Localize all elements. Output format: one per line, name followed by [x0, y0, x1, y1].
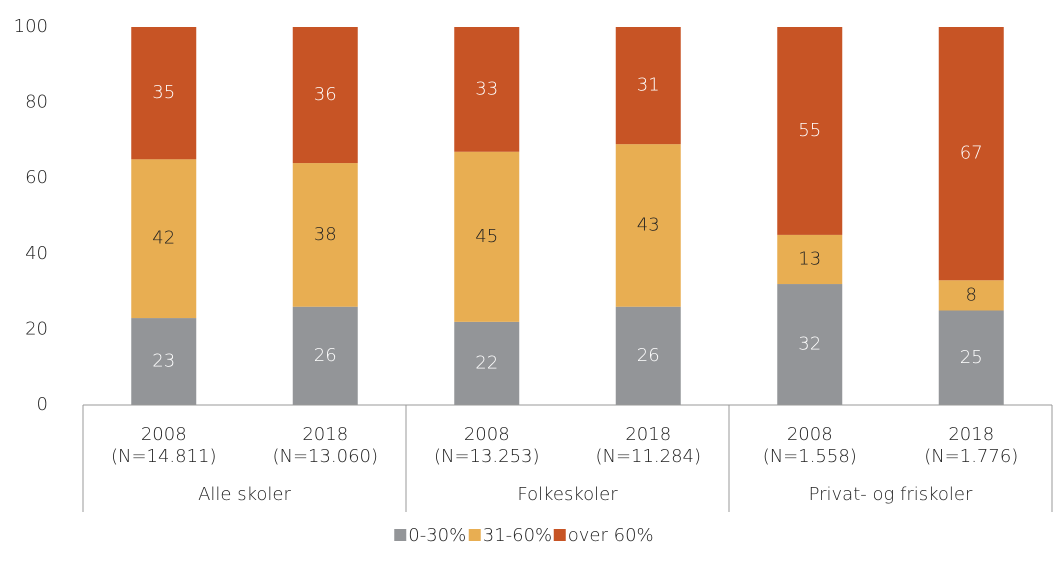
- x-tick-label: 2008: [464, 424, 510, 445]
- data-label: 23: [152, 351, 175, 372]
- x-tick-label: 2018: [625, 424, 671, 445]
- data-label: 55: [798, 120, 821, 141]
- bar-segment: [938, 27, 1004, 281]
- bar-segment: [615, 27, 681, 145]
- data-label: 36: [314, 84, 337, 105]
- x-tick-label: 2008: [787, 424, 833, 445]
- y-tick-label: 0: [37, 394, 48, 415]
- bar-segment: [777, 234, 843, 285]
- data-label: 67: [960, 143, 983, 164]
- data-label: 13: [798, 248, 821, 269]
- bar-segment: [131, 318, 197, 405]
- legend-swatch: [468, 529, 481, 541]
- data-label: 26: [314, 345, 337, 366]
- bar-segment: [454, 151, 520, 322]
- y-tick-label: 20: [25, 318, 48, 339]
- bar-segment: [131, 159, 197, 319]
- data-label: 8: [966, 284, 977, 305]
- data-label: 38: [314, 224, 337, 245]
- group-label: Privat- og friskoler: [809, 484, 973, 505]
- y-tick-label: 80: [25, 92, 48, 113]
- x-tick-label: 2018: [302, 424, 348, 445]
- legend-label: 31-60%: [483, 525, 552, 546]
- x-tick-label: (N=11.284): [595, 446, 701, 467]
- data-label: 42: [152, 228, 175, 249]
- x-tick-label: (N=1.776): [924, 446, 1018, 467]
- bar-segment: [615, 144, 681, 307]
- bar-segment: [454, 27, 520, 152]
- data-label: 32: [798, 334, 821, 355]
- data-label: 25: [960, 347, 983, 368]
- data-label: 35: [152, 82, 175, 103]
- bar-segment: [454, 321, 520, 405]
- bar-segment: [131, 27, 197, 160]
- x-tick-label: (N=1.558): [763, 446, 857, 467]
- bar-segment: [292, 163, 358, 307]
- data-label: 33: [475, 78, 498, 99]
- group-label: Alle skoler: [198, 484, 291, 505]
- bar-segment: [938, 310, 1004, 405]
- x-tick-label: (N=13.060): [272, 446, 378, 467]
- bar-segment: [292, 27, 358, 164]
- legend-label: over 60%: [568, 525, 654, 546]
- y-tick-label: 40: [25, 243, 48, 264]
- group-label: Folkeskoler: [517, 484, 618, 505]
- bar-segment: [777, 284, 843, 405]
- data-label: 43: [637, 214, 660, 235]
- x-tick-label: 2008: [141, 424, 187, 445]
- legend-swatch: [553, 529, 566, 541]
- x-tick-label: 2018: [948, 424, 994, 445]
- data-label: 26: [637, 345, 660, 366]
- data-label: 31: [637, 75, 660, 96]
- y-tick-label: 100: [14, 16, 48, 37]
- bar-segment: [938, 280, 1004, 311]
- legend-label: 0-30%: [408, 525, 466, 546]
- bar-segment: [615, 306, 681, 405]
- x-tick-label: (N=13.253): [434, 446, 540, 467]
- x-tick-label: (N=14.811): [111, 446, 217, 467]
- legend-swatch: [394, 529, 407, 541]
- data-label: 22: [475, 352, 498, 373]
- bar-segment: [292, 306, 358, 405]
- y-tick-label: 60: [25, 167, 48, 188]
- bar-segment: [777, 27, 843, 235]
- data-label: 45: [475, 226, 498, 247]
